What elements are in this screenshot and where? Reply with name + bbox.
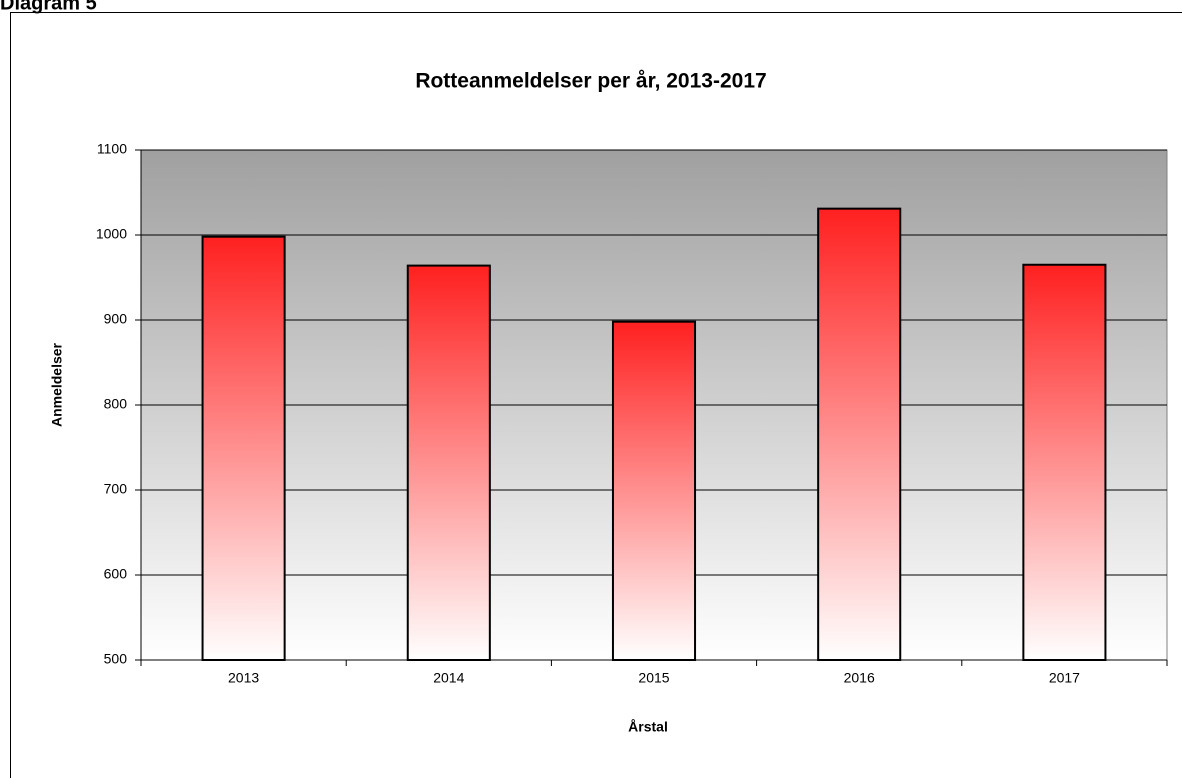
heading: Diagram 5 bbox=[0, 0, 97, 14]
x-tick-label: 2014 bbox=[433, 670, 464, 686]
y-tick-label: 700 bbox=[104, 481, 128, 497]
y-tick-label: 800 bbox=[104, 396, 128, 412]
bar bbox=[611, 320, 697, 661]
bar bbox=[817, 207, 902, 661]
x-tick-label: 2013 bbox=[228, 670, 259, 686]
bar bbox=[201, 235, 286, 661]
y-tick-label: 500 bbox=[104, 651, 128, 667]
bar bbox=[406, 264, 491, 661]
y-tick-label: 600 bbox=[104, 566, 128, 582]
y-tick-label: 1000 bbox=[96, 226, 127, 242]
x-tick-label: 2016 bbox=[844, 670, 875, 686]
chart-title: Rotteanmeldelser per år, 2013-2017 bbox=[415, 70, 766, 93]
bar bbox=[1022, 263, 1107, 661]
y-tick-label: 900 bbox=[104, 311, 128, 327]
frame bbox=[10, 12, 1182, 778]
x-tick-label: 2015 bbox=[638, 670, 669, 686]
y-tick-label: 1100 bbox=[97, 141, 127, 157]
x-axis-label: Årstal bbox=[628, 719, 668, 735]
y-axis-label: Anmeldelser bbox=[49, 342, 65, 427]
x-tick-label: 2017 bbox=[1049, 670, 1080, 686]
